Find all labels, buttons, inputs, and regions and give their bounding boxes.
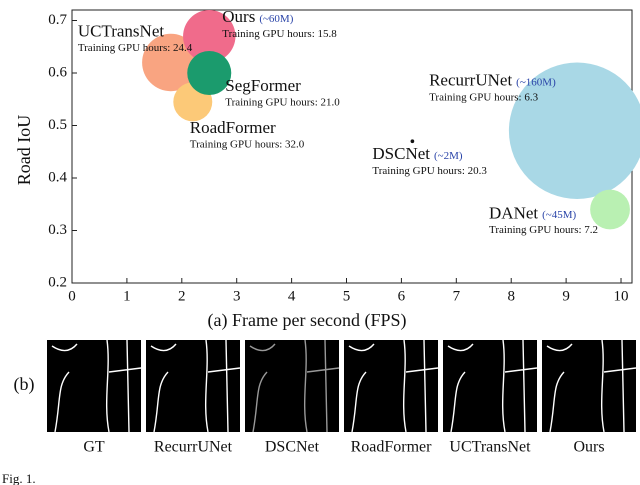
y-tick-label: 0.3 (48, 222, 67, 238)
segmentation-image (47, 340, 141, 432)
gpu-hours-note: Training GPU hours: 15.8 (222, 28, 337, 40)
x-tick-label: 10 (614, 288, 629, 304)
image-caption: GT (83, 439, 105, 456)
y-tick-label: 0.7 (48, 12, 67, 28)
x-axis-label: (a) Frame per second (FPS) (208, 310, 407, 331)
segmentation-image (344, 340, 438, 432)
image-caption: DSCNet (265, 439, 320, 456)
x-tick-label: 7 (453, 288, 461, 304)
y-tick-label: 0.4 (48, 169, 67, 185)
model-name: DSCNet (372, 144, 430, 163)
image-caption: RecurrUNet (154, 439, 233, 456)
gpu-hours-note: Training GPU hours: 32.0 (190, 138, 305, 150)
bubble (142, 33, 200, 92)
segmentation-image (443, 340, 537, 432)
y-axis-label: Road IoU (14, 115, 34, 186)
bubble (183, 10, 236, 63)
image-caption: Ours (573, 439, 604, 456)
param-label: (~60M) (259, 13, 293, 25)
gpu-hours-note: Training GPU hours: 6.3 (429, 91, 538, 103)
road-lines (546, 339, 637, 433)
segmentation-image (245, 340, 339, 432)
x-tick-label: 5 (343, 288, 351, 304)
bubble (508, 62, 640, 199)
y-tick-label: 0.2 (48, 274, 67, 290)
model-name: SegFormer (225, 76, 301, 95)
bubble (590, 189, 630, 230)
model-name: RecurrUNet (429, 71, 512, 90)
gpu-hours-note: Training GPU hours: 24.4 (78, 42, 193, 54)
road-lines (447, 339, 538, 433)
figure-caption: Fig. 1. (2, 471, 36, 485)
param-label: (~45M) (542, 209, 576, 221)
y-tick-label: 0.6 (48, 64, 67, 80)
bubble (187, 51, 232, 95)
bubble (410, 139, 415, 144)
param-label: (~160M) (516, 76, 556, 88)
x-tick-label: 0 (68, 288, 76, 304)
gpu-hours-note: Training GPU hours: 20.3 (372, 165, 487, 177)
x-tick-label: 3 (233, 288, 241, 304)
x-tick-label: 8 (507, 288, 515, 304)
model-name: RoadFormer (190, 118, 276, 137)
x-tick-label: 9 (562, 288, 570, 304)
x-tick-label: 2 (178, 288, 186, 304)
x-tick-label: 6 (398, 288, 406, 304)
road-lines (51, 339, 142, 433)
image-caption: UCTransNet (449, 439, 531, 456)
image-caption: RoadFormer (351, 439, 433, 456)
x-tick-label: 4 (288, 288, 296, 304)
segmentation-image (146, 340, 240, 432)
param-label: (~2M) (434, 150, 463, 162)
model-name: DANet (489, 203, 538, 222)
road-lines (249, 339, 340, 433)
model-name: UCTransNet (78, 21, 165, 40)
segmentation-image (542, 340, 636, 432)
x-tick-label: 1 (123, 288, 131, 304)
panel-label: (b) (14, 374, 35, 395)
road-lines (348, 339, 439, 433)
gpu-hours-note: Training GPU hours: 7.2 (489, 224, 598, 236)
gpu-hours-note: Training GPU hours: 21.0 (225, 97, 340, 109)
model-name: Ours (222, 7, 255, 26)
y-tick-label: 0.5 (48, 117, 67, 133)
road-lines (150, 339, 241, 433)
